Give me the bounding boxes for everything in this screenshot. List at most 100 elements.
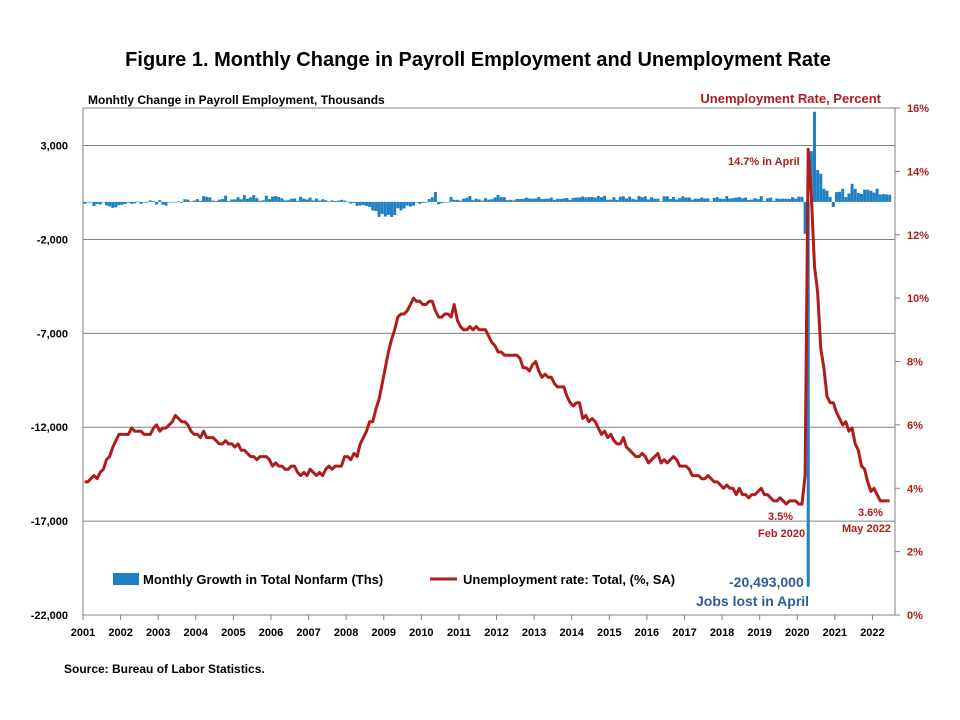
bar	[224, 195, 228, 202]
bar	[208, 197, 212, 202]
right-tick-label: 12%	[907, 230, 929, 242]
bar	[299, 196, 303, 202]
chart-title: Figure 1. Monthly Change in Payroll Empl…	[125, 49, 831, 71]
bar	[421, 201, 425, 203]
x-tick-label: 2002	[108, 627, 132, 639]
bar	[92, 201, 96, 207]
bar	[509, 199, 513, 202]
bar	[358, 201, 362, 206]
bar	[449, 197, 453, 202]
left-tick-label: -2,000	[37, 234, 68, 246]
bar	[831, 201, 835, 207]
bar	[484, 198, 488, 202]
bar	[628, 196, 632, 202]
x-tick-label: 2018	[710, 627, 734, 639]
bar	[458, 200, 462, 202]
bar	[806, 201, 810, 587]
x-tick-label: 2020	[785, 627, 809, 639]
bar	[568, 200, 572, 202]
bar	[587, 197, 591, 202]
bar	[697, 198, 701, 202]
gridlines	[83, 145, 895, 616]
bar	[220, 198, 224, 202]
bar	[430, 197, 434, 202]
bar	[117, 201, 121, 206]
bar	[136, 201, 140, 203]
bar	[170, 201, 174, 203]
bar	[709, 201, 713, 203]
bar	[330, 200, 334, 202]
x-tick-label: 2008	[334, 627, 358, 639]
bar	[412, 201, 415, 206]
bar	[734, 197, 738, 202]
bar	[609, 199, 613, 202]
bar	[722, 199, 726, 202]
bar	[596, 195, 600, 202]
left-tick-label: -12,000	[31, 422, 68, 434]
bar	[866, 189, 870, 202]
annotation-feb-rate: 3.5%	[768, 511, 793, 523]
bar	[352, 201, 356, 203]
bar	[678, 198, 682, 202]
bar	[230, 199, 234, 202]
bar	[885, 194, 889, 202]
bar	[828, 197, 832, 202]
bar	[531, 198, 535, 202]
bar	[659, 201, 663, 202]
x-tick-label: 2022	[860, 627, 884, 639]
bar	[480, 200, 484, 202]
right-tick-label: 4%	[907, 483, 923, 495]
left-axis-title: Monhtly Change in Payroll Employment, Th…	[88, 93, 385, 107]
bar	[195, 199, 199, 202]
bar	[847, 193, 851, 202]
bar	[578, 197, 582, 202]
bar	[318, 200, 322, 202]
bar	[101, 201, 105, 203]
legend-label-bars: Monthly Growth in Total Nonfarm (Ths)	[143, 572, 383, 587]
bar	[189, 201, 193, 203]
bar	[606, 199, 610, 202]
bar	[302, 198, 306, 202]
bar	[527, 198, 531, 202]
bar	[505, 200, 509, 202]
bar	[242, 195, 246, 202]
left-tick-label: -7,000	[37, 328, 68, 340]
bar	[355, 201, 359, 206]
bar	[123, 201, 127, 204]
bar	[740, 198, 744, 202]
bar	[825, 190, 829, 202]
bar	[405, 201, 409, 206]
bar	[775, 198, 779, 202]
right-tick-label: 10%	[907, 293, 929, 305]
bar	[778, 198, 782, 202]
bar	[327, 201, 331, 203]
line-series-unemployment	[84, 147, 890, 506]
bar	[255, 198, 259, 202]
bar	[452, 199, 456, 202]
bar	[590, 197, 594, 202]
bar	[205, 196, 209, 202]
bar	[888, 194, 892, 202]
bar	[653, 198, 657, 202]
bar	[126, 201, 130, 203]
bar	[133, 201, 137, 204]
bar	[766, 198, 769, 202]
bar	[343, 200, 347, 202]
left-axis-ticks: 3,000 -2,000 -7,000 -12,000 -17,000 -22,000	[31, 141, 68, 622]
bar	[584, 197, 588, 202]
bar	[593, 197, 597, 202]
bar	[769, 197, 773, 202]
bar	[819, 173, 823, 202]
x-tick-label: 2021	[823, 627, 847, 639]
bar	[396, 201, 400, 209]
bar	[540, 199, 544, 202]
annotation-may-rate: 3.6%	[858, 507, 883, 519]
bar	[161, 201, 165, 205]
x-axis-ticks: 2001 2002 2003 2004 2005 2006 2007 2008 2009 2010…	[71, 615, 885, 639]
x-tick-label: 2009	[371, 627, 395, 639]
bar	[296, 200, 300, 202]
bar	[415, 201, 419, 203]
bar	[750, 199, 754, 202]
bar	[217, 199, 221, 202]
left-tick-label: -17,000	[31, 516, 68, 528]
